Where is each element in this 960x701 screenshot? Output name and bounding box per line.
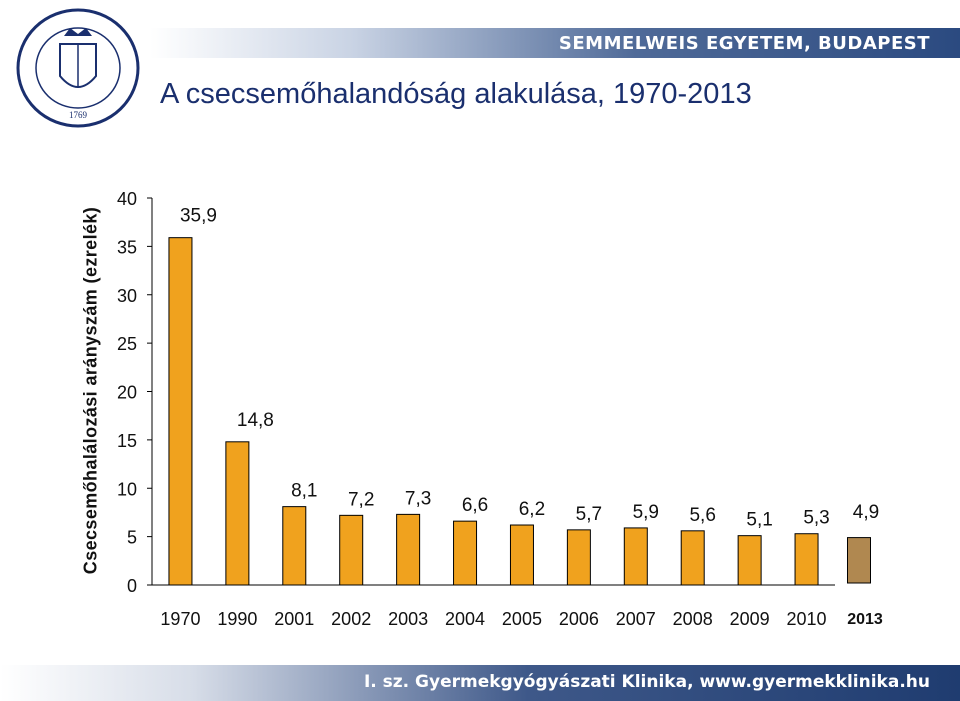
- x-tick-label: 2004: [445, 609, 485, 629]
- y-tick-label: 30: [117, 286, 137, 306]
- y-tick-label: 35: [117, 237, 137, 257]
- data-label: 5,1: [746, 510, 772, 531]
- bar: [794, 533, 819, 586]
- footer-band: [0, 665, 960, 701]
- chart-title: A csecsemőhalandóság alakulása, 1970-201…: [160, 78, 752, 110]
- bar: [566, 529, 591, 586]
- data-label: 35,9: [180, 206, 217, 227]
- x-tick-label: 2006: [559, 609, 599, 629]
- y-tick-label: 10: [117, 479, 137, 499]
- data-label: 5,7: [576, 504, 602, 525]
- highlight-bar: [847, 537, 871, 584]
- x-tick-label: 2007: [616, 609, 656, 629]
- header-band: [150, 28, 960, 58]
- bar: [680, 530, 705, 586]
- bar: [737, 535, 762, 586]
- y-tick-label: 25: [117, 334, 137, 354]
- bar-chart: 0 5 10 15 20 25 30 35 40 35,9 1970 14,8 1990 8,1 2001 7…: [117, 189, 883, 629]
- data-label: 8,1: [291, 481, 317, 502]
- data-label: 5,3: [803, 508, 829, 529]
- data-label: 5,6: [689, 505, 715, 526]
- data-label: 6,6: [462, 495, 488, 516]
- bar: [339, 514, 364, 586]
- bar: [453, 520, 478, 586]
- data-label: 5,9: [633, 502, 659, 523]
- x-tick-label: 2001: [274, 609, 314, 629]
- data-label: 6,2: [519, 499, 545, 520]
- data-label: 14,8: [237, 410, 274, 431]
- y-tick-label: 40: [117, 189, 137, 209]
- bar: [225, 441, 250, 586]
- footer-text: I. sz. Gyermekgyógyászati Klinika, www.g…: [363, 672, 930, 692]
- data-label: 7,3: [405, 488, 431, 509]
- y-tick-label: 5: [127, 528, 137, 548]
- highlight-x-label: 2013: [847, 611, 883, 628]
- bar: [168, 237, 193, 586]
- x-tick-label: 2002: [331, 609, 371, 629]
- y-tick-label: 0: [127, 576, 137, 596]
- y-tick-label: 20: [117, 383, 137, 403]
- data-label: 7,2: [348, 489, 374, 510]
- x-tick-label: 1990: [217, 609, 257, 629]
- university-seal-logo: 1769: [16, 8, 140, 128]
- bar: [282, 506, 307, 586]
- x-tick-label: 2008: [673, 609, 713, 629]
- bar: [396, 513, 421, 586]
- svg-text:1769: 1769: [69, 110, 88, 120]
- y-tick-label: 15: [117, 431, 137, 451]
- x-tick-label: 1970: [160, 609, 200, 629]
- bar: [509, 524, 534, 586]
- x-tick-label: 2010: [787, 609, 827, 629]
- x-tick-label: 2005: [502, 609, 542, 629]
- institution-name: SEMMELWEIS EGYETEM, BUDAPEST: [558, 33, 930, 54]
- highlight-data-label: 4,9: [853, 502, 879, 523]
- x-tick-label: 2003: [388, 609, 428, 629]
- x-tick-label: 2009: [730, 609, 770, 629]
- bar: [623, 527, 648, 586]
